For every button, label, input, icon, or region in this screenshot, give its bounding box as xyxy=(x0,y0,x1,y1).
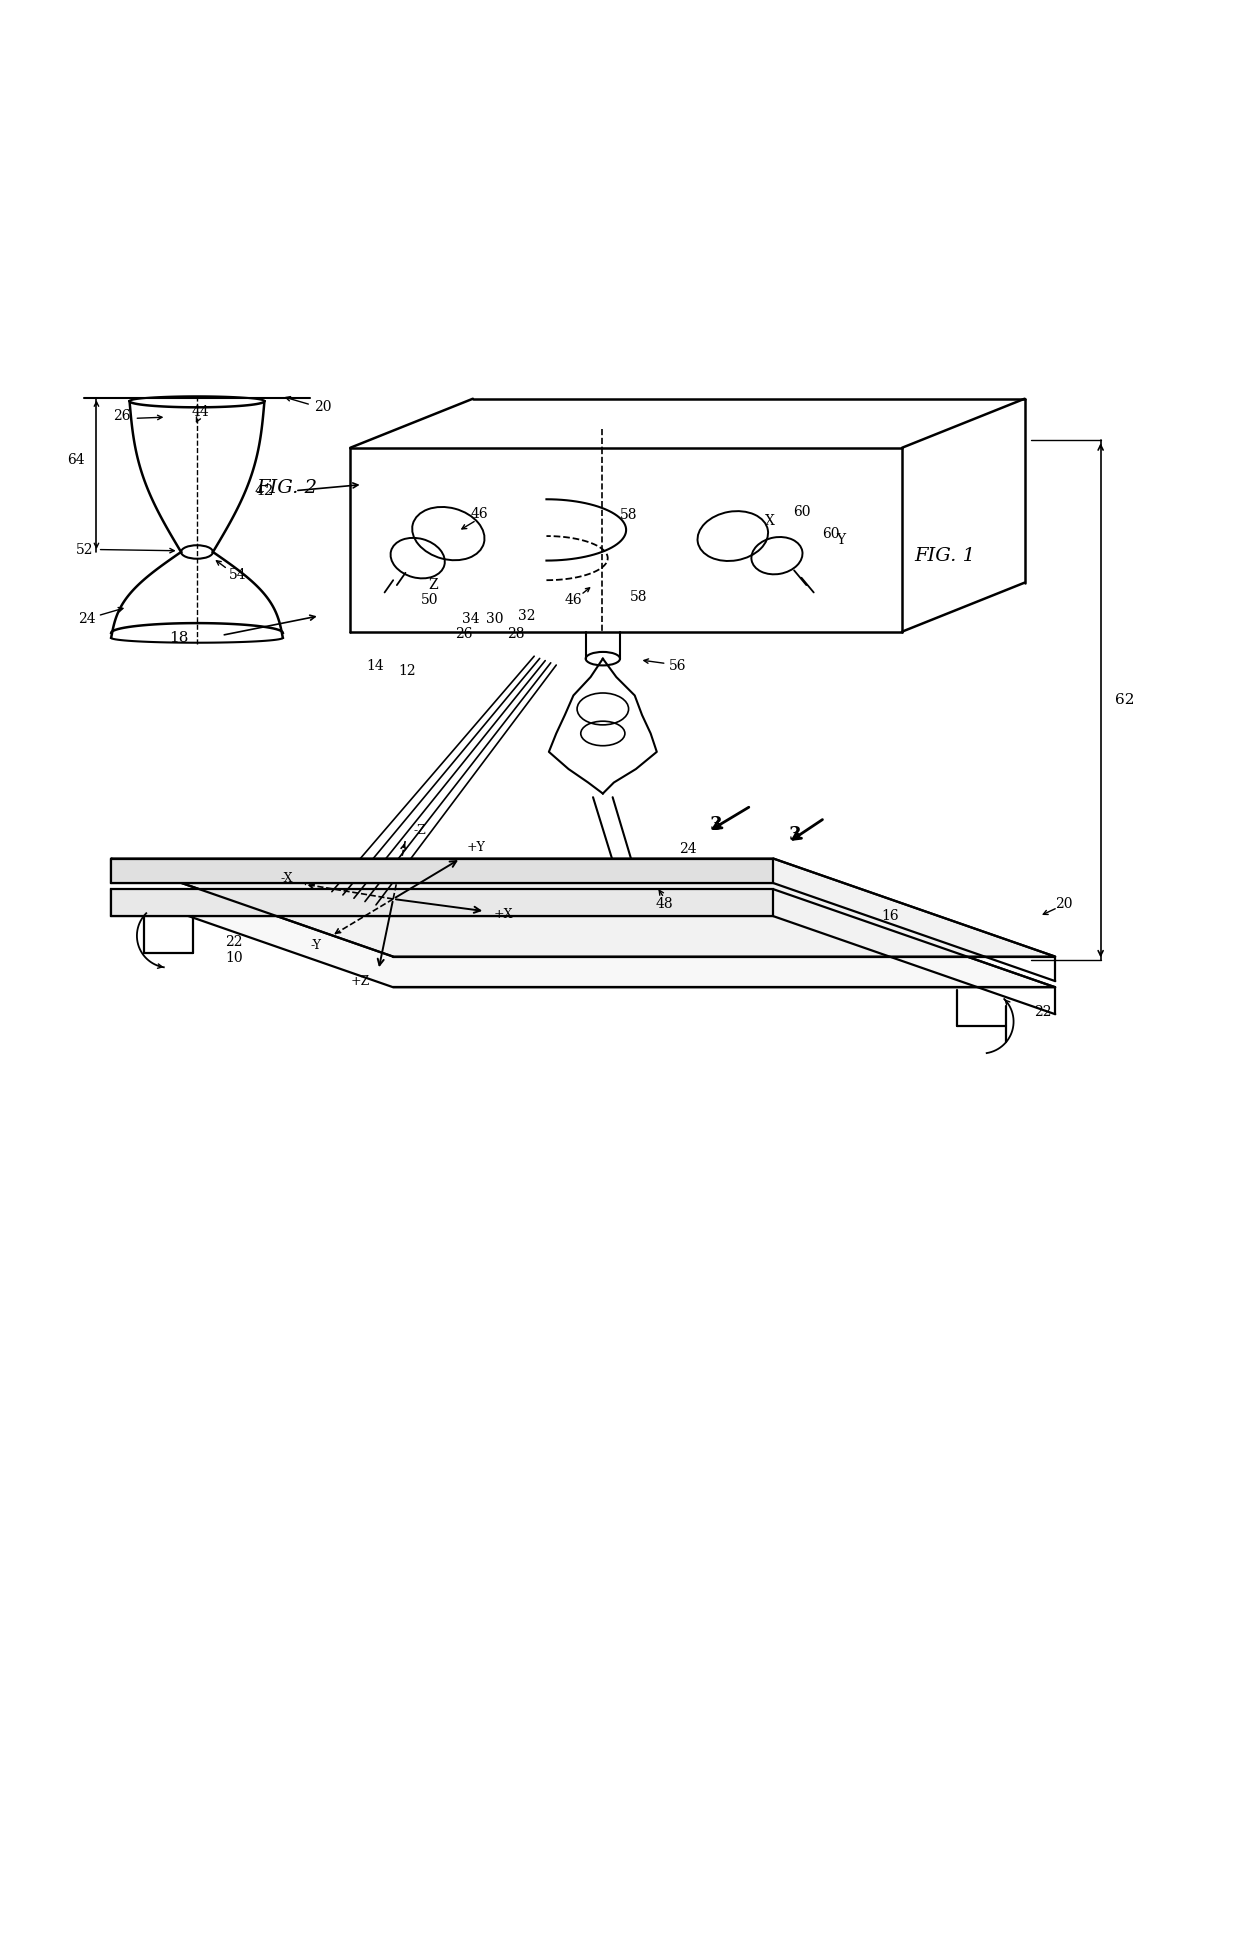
Text: Y: Y xyxy=(836,532,846,546)
Text: 44: 44 xyxy=(192,406,210,419)
Text: +Y: +Y xyxy=(467,840,486,854)
Text: 20: 20 xyxy=(315,400,332,413)
Text: 46: 46 xyxy=(564,593,583,606)
Text: 26: 26 xyxy=(455,628,472,642)
Text: 54: 54 xyxy=(228,567,247,583)
Text: 30: 30 xyxy=(486,612,503,626)
Text: 32: 32 xyxy=(518,608,536,622)
Text: 34: 34 xyxy=(461,612,479,626)
Text: 60: 60 xyxy=(822,526,839,540)
Text: 10: 10 xyxy=(224,952,243,965)
Text: 48: 48 xyxy=(655,897,673,911)
Text: X: X xyxy=(765,515,775,528)
Text: 18: 18 xyxy=(169,630,188,645)
Text: 3: 3 xyxy=(789,827,801,844)
Text: 14: 14 xyxy=(366,659,383,673)
Text: 22: 22 xyxy=(1034,1004,1052,1018)
Text: 26: 26 xyxy=(113,410,131,423)
Text: 20: 20 xyxy=(1055,897,1073,911)
Text: +Z: +Z xyxy=(351,975,370,987)
Polygon shape xyxy=(112,858,1055,957)
Text: 28: 28 xyxy=(507,628,525,642)
Text: 58: 58 xyxy=(620,509,637,523)
Polygon shape xyxy=(112,889,1055,987)
Text: -X: -X xyxy=(280,872,293,885)
Text: -Z: -Z xyxy=(414,823,427,837)
Text: 46: 46 xyxy=(470,507,487,521)
Text: 58: 58 xyxy=(630,591,647,604)
Text: 52: 52 xyxy=(76,542,93,556)
Polygon shape xyxy=(112,889,774,916)
Text: 24: 24 xyxy=(78,612,95,626)
Text: 24: 24 xyxy=(678,842,696,856)
Text: 12: 12 xyxy=(398,663,415,679)
Text: FIG. 1: FIG. 1 xyxy=(914,546,976,565)
Text: -Y: -Y xyxy=(310,940,321,952)
Text: 60: 60 xyxy=(792,505,810,519)
Text: 56: 56 xyxy=(668,659,687,673)
Text: 62: 62 xyxy=(1116,694,1135,708)
Polygon shape xyxy=(112,858,774,883)
Text: 3: 3 xyxy=(709,817,722,835)
Text: 22: 22 xyxy=(224,934,243,950)
Text: +X: +X xyxy=(494,909,513,922)
Text: 50: 50 xyxy=(422,593,439,606)
Text: 16: 16 xyxy=(880,909,899,922)
Text: FIG. 2: FIG. 2 xyxy=(255,480,317,497)
Text: 42: 42 xyxy=(254,484,274,497)
Text: 64: 64 xyxy=(67,452,84,468)
Text: Z: Z xyxy=(429,577,439,593)
